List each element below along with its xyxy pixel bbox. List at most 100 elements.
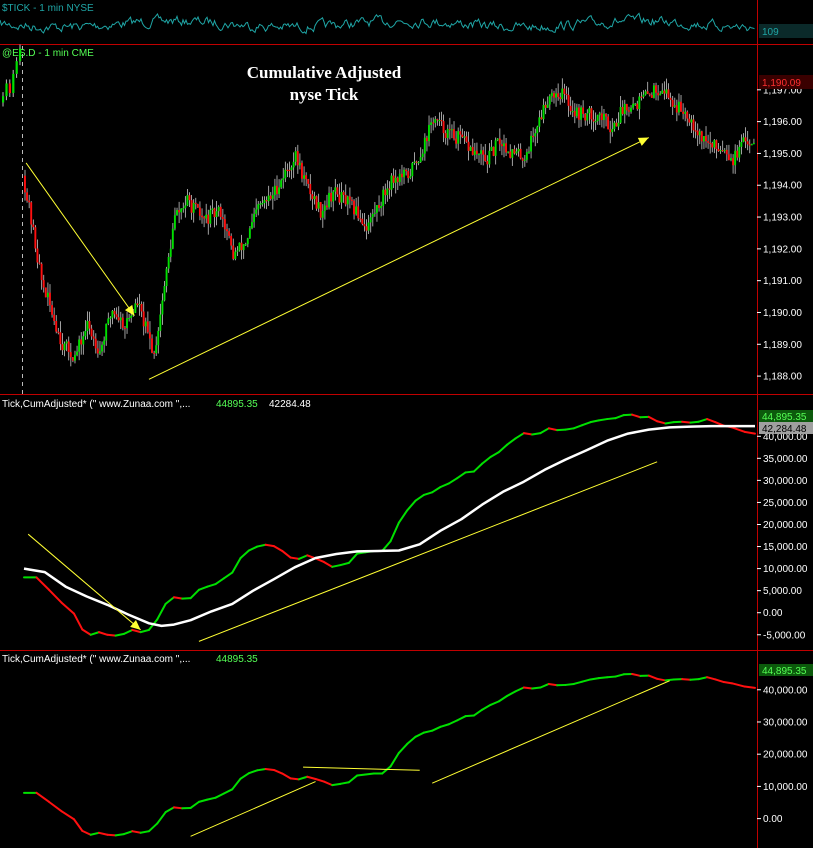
cum-series-segment [481, 703, 492, 711]
price-candle-body [467, 141, 470, 151]
cum-series-segment [339, 781, 350, 785]
price-candle-body [46, 292, 49, 298]
price-candle-body [357, 206, 360, 219]
price-candle-body [55, 320, 58, 332]
cum-series-segment [714, 678, 725, 684]
price-candle-body [286, 169, 289, 171]
price-candle-body [461, 134, 464, 138]
price-candle-body [338, 194, 341, 203]
price-candle-body [92, 336, 95, 339]
price-candle-body [367, 222, 370, 231]
price-candle-body [98, 351, 101, 354]
cum-series-segment [164, 596, 175, 605]
cum2-tag-green-text: 44,895.35 [762, 666, 807, 677]
cum-ytick-label: 20,000.00 [763, 750, 808, 761]
price-candle-body [375, 205, 378, 213]
cum-series-segment [731, 426, 746, 433]
price-candle-body [390, 175, 393, 190]
cum-series-segment [89, 831, 100, 836]
price-last-value-text: 1,190.09 [762, 78, 801, 89]
price-candle-body [155, 345, 158, 354]
price-candle-body [538, 117, 541, 127]
price-candle-body [213, 208, 216, 218]
price-candle-body [300, 162, 303, 179]
price-candle-body [671, 100, 674, 107]
price-candle-body [59, 332, 62, 345]
price-candle-body [575, 107, 578, 117]
price-candle-body [500, 144, 503, 147]
price-candle-body [255, 209, 258, 214]
price-candle-body [425, 137, 428, 142]
price-candle-body [536, 126, 539, 134]
cum-series-segment [289, 777, 300, 781]
cum-ytick-label: 35,000.00 [763, 454, 808, 465]
price-candle-body [384, 189, 387, 196]
cum-series-segment [706, 676, 717, 681]
price-candle-body [711, 143, 714, 148]
price-candle-body [675, 105, 678, 113]
price-candle-body [84, 330, 87, 337]
cum-series-segment [689, 678, 700, 681]
price-candle-body [140, 303, 143, 312]
price-candle-body [713, 140, 716, 148]
price-candle-body [184, 205, 187, 209]
price-candle-body [632, 103, 635, 108]
tick-panel-label: $TICK - 1 min NYSE [2, 3, 94, 14]
price-candle-body [590, 108, 593, 120]
cum-series-segment [464, 714, 475, 718]
price-panel: @ES.D - 1 min CME Cumulative Adjusted ny… [2, 44, 813, 383]
price-candle-body [663, 90, 666, 94]
cum-series-segment [364, 772, 375, 776]
cum-series-segment [514, 686, 525, 693]
price-candle-body [78, 339, 81, 352]
price-candle-body [565, 93, 568, 96]
cum-series-segment [531, 686, 542, 690]
price-candle-body [484, 154, 487, 162]
price-candle-body [746, 141, 749, 145]
price-candle-body [65, 341, 68, 344]
cum-series-segment [689, 420, 700, 424]
cum-series-segment [347, 552, 359, 564]
price-candle-body [463, 136, 466, 138]
price-candle-body [296, 151, 299, 166]
price-candle-body [136, 303, 139, 306]
price-candle-body [190, 200, 193, 213]
price-candle-body [690, 119, 693, 123]
cum-series-segment [647, 674, 659, 680]
price-candle-body [151, 338, 153, 353]
price-candle-body [696, 130, 699, 136]
price-candle-body [532, 135, 535, 138]
cum-series-segment [706, 418, 717, 424]
price-candle-body [350, 199, 353, 201]
price-candle-body [627, 110, 630, 112]
price-candle-body [163, 286, 166, 301]
price-candle-body [507, 151, 510, 153]
cum-series-segment [72, 818, 84, 832]
cum-series-segment [131, 830, 142, 834]
price-candle-body [636, 103, 639, 110]
price-candle-body [615, 122, 618, 127]
price-candle-body [96, 348, 99, 354]
cum1-legend-green: 44895.35 [216, 399, 258, 410]
price-candle-body [88, 320, 91, 329]
cum-series-segment [131, 628, 142, 634]
price-candle-body [423, 137, 426, 154]
price-candle-body [205, 214, 208, 219]
tick-last-value-text: 109 [762, 27, 779, 38]
price-candle-body [105, 323, 108, 341]
price-candle-body [609, 129, 612, 133]
price-candle-body [242, 244, 245, 251]
cum-series-segment [314, 557, 325, 563]
cum-series-segment [35, 576, 50, 591]
price-ytick-label: 1,189.00 [763, 340, 802, 351]
cum-series-segment [722, 681, 734, 685]
price-ytick-label: 1,193.00 [763, 213, 802, 224]
price-candle-body [736, 150, 739, 158]
price-candle-body [388, 188, 391, 190]
price-candle-body [311, 194, 314, 200]
price-last-value-tag [759, 75, 813, 89]
cum-series-segment [743, 685, 756, 689]
price-candle-body [323, 205, 326, 211]
cum-series-segment [197, 585, 209, 591]
